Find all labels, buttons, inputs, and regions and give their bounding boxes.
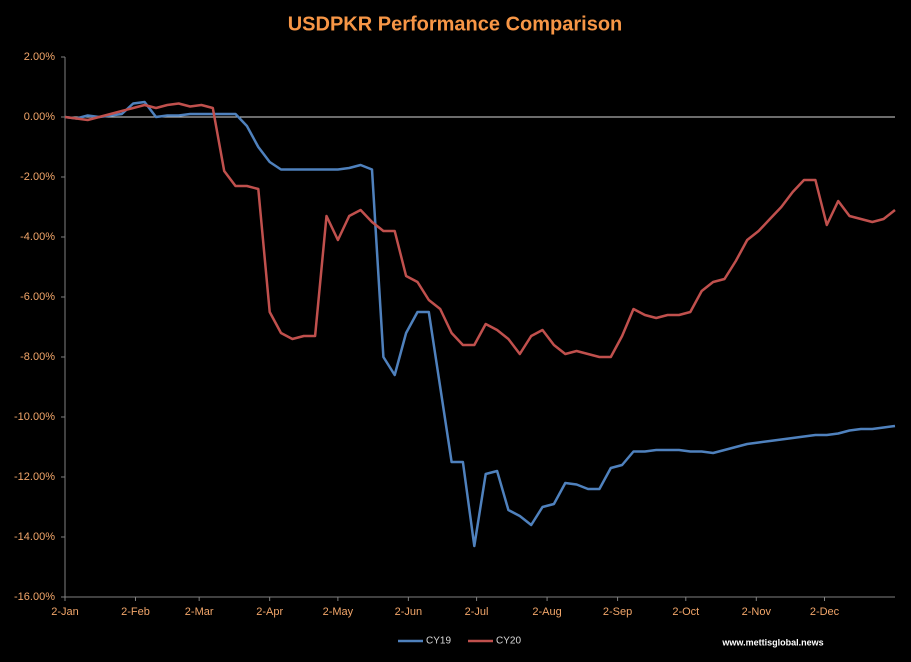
chart-title: USDPKR Performance Comparison — [288, 13, 623, 35]
x-tick-label: 2-Apr — [256, 606, 283, 618]
y-tick-label: -2.00% — [20, 171, 55, 183]
x-tick-label: 2-Aug — [532, 606, 561, 618]
y-tick-label: -10.00% — [14, 411, 55, 423]
y-tick-label: -16.00% — [14, 591, 55, 603]
x-tick-label: 2-Jan — [51, 606, 79, 618]
y-tick-label: -14.00% — [14, 531, 55, 543]
line-series — [64, 100, 896, 548]
x-tick-label: 2-Jun — [395, 606, 423, 618]
x-tick-label: 2-Feb — [121, 606, 150, 618]
x-tick-label: 2-Nov — [742, 606, 772, 618]
x-tick-label: 2-Dec — [810, 606, 840, 618]
legend-label: CY19 — [426, 636, 451, 647]
y-tick-label: 2.00% — [24, 51, 55, 63]
y-tick-label: -6.00% — [20, 291, 55, 303]
y-tick-label: -8.00% — [20, 351, 55, 363]
y-tick-label: -4.00% — [20, 231, 55, 243]
y-tick-label: 0.00% — [24, 111, 55, 123]
x-tick-label: 2-Mar — [185, 606, 214, 618]
x-tick-label: 2-Oct — [672, 606, 699, 618]
line-series — [64, 102, 896, 359]
legend-label: CY20 — [496, 636, 521, 647]
watermark: www.mettisglobal.news — [721, 637, 823, 647]
y-tick-label: -12.00% — [14, 471, 55, 483]
x-tick-label: 2-Jul — [465, 606, 489, 618]
x-tick-label: 2-May — [323, 606, 354, 618]
x-tick-label: 2-Sep — [603, 606, 632, 618]
